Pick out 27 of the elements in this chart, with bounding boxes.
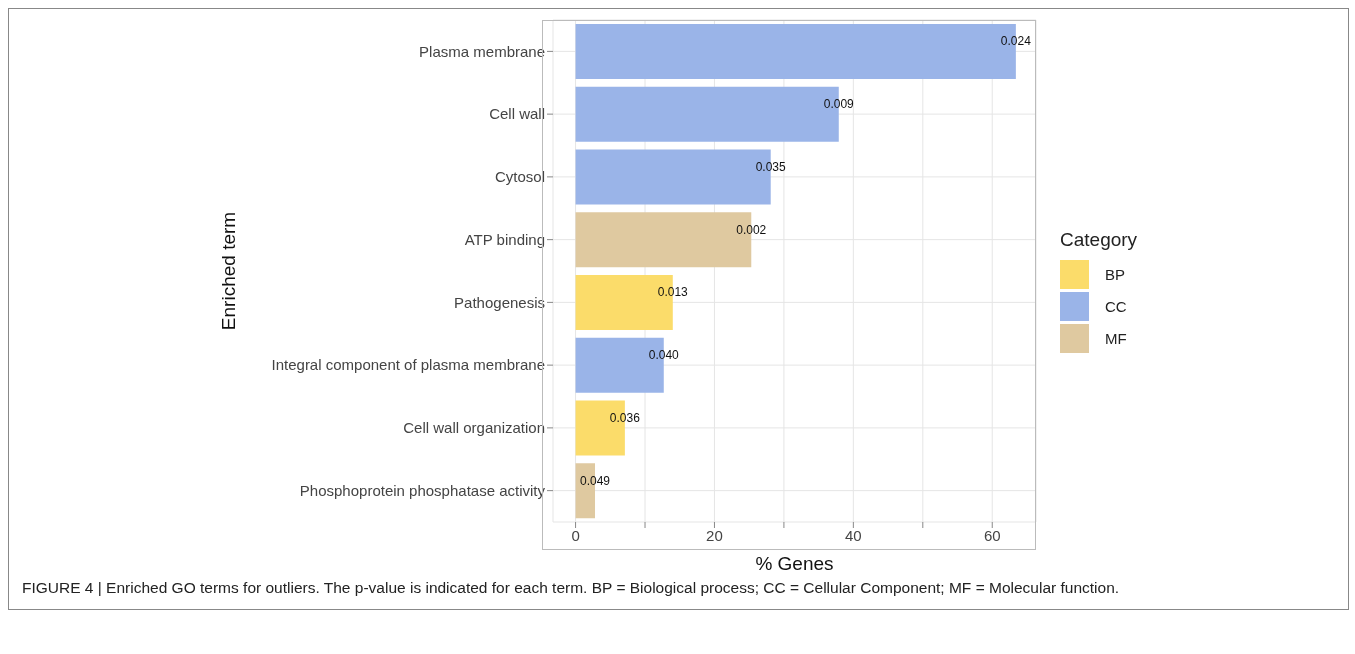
legend-title: Category xyxy=(1060,228,1139,251)
annotation: 0.040 xyxy=(648,348,680,363)
annotation: 0.036 xyxy=(609,410,641,425)
x-tick-label: 40 xyxy=(845,526,862,544)
y-tick-label: Cell wall xyxy=(489,105,545,123)
y-tick-label: Pathogenesis xyxy=(454,293,545,311)
annotation: 0.002 xyxy=(736,222,767,237)
x-axis-title: % Genes xyxy=(755,553,834,574)
y-tick-label: Integral component of plasma membrane xyxy=(271,356,545,374)
x-tick-label: 20 xyxy=(706,526,723,544)
x-tick-label: 0 xyxy=(571,526,580,544)
y-axis-title: Enriched term xyxy=(217,211,239,331)
annotation: 0.035 xyxy=(755,159,787,174)
annotation: 0.009 xyxy=(823,97,855,112)
legend-label: MF xyxy=(1105,330,1127,347)
caption: FIGURE 4 | Enriched GO terms for outliers. The p-value is indicated for each term. BP = Biological process; CC = Cellular Component; MF = Molecular function. xyxy=(22,579,1120,597)
y-tick-label: Cytosol xyxy=(494,168,545,186)
legend-label: BP xyxy=(1105,266,1126,283)
y-tick-label: Phosphoprotein phosphatase activity xyxy=(299,481,546,499)
annotation: 0.049 xyxy=(580,473,611,488)
y-tick-label: Plasma membrane xyxy=(419,42,545,60)
x-tick-label: 60 xyxy=(983,526,1001,544)
legend-label: CC xyxy=(1105,298,1127,315)
annotation: 0.024 xyxy=(1000,34,1032,49)
y-tick-label: ATP binding xyxy=(464,230,545,248)
y-tick-label: Cell wall organization xyxy=(403,419,545,437)
annotation: 0.013 xyxy=(657,285,689,300)
